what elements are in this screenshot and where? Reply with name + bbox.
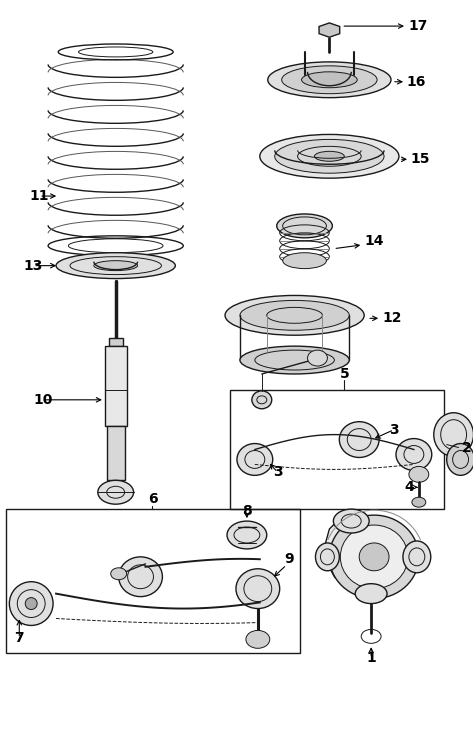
Ellipse shape [225, 295, 364, 335]
Ellipse shape [268, 62, 391, 98]
Ellipse shape [9, 582, 53, 625]
Ellipse shape [340, 525, 408, 588]
Bar [109, 338, 123, 346]
Text: 6: 6 [148, 492, 157, 506]
Text: 5: 5 [339, 367, 349, 381]
Text: 14: 14 [364, 234, 383, 248]
Polygon shape [319, 23, 340, 37]
Text: 3: 3 [273, 465, 283, 480]
Text: 10: 10 [34, 393, 53, 407]
Ellipse shape [252, 391, 272, 408]
Ellipse shape [240, 346, 349, 374]
Ellipse shape [339, 422, 379, 457]
Bar [6, 509, 300, 653]
Ellipse shape [277, 214, 332, 238]
Ellipse shape [237, 443, 273, 475]
Ellipse shape [227, 521, 267, 549]
Ellipse shape [56, 253, 175, 278]
Text: 11: 11 [29, 189, 49, 203]
Ellipse shape [355, 584, 387, 604]
Ellipse shape [283, 253, 327, 269]
Bar [107, 425, 125, 480]
Ellipse shape [359, 543, 389, 571]
Text: 13: 13 [24, 259, 43, 272]
Ellipse shape [403, 541, 431, 573]
Text: 16: 16 [407, 75, 426, 89]
Bar [230, 390, 444, 509]
Polygon shape [324, 519, 419, 593]
Ellipse shape [396, 439, 432, 471]
Ellipse shape [316, 543, 339, 571]
Text: 12: 12 [382, 312, 401, 326]
Ellipse shape [308, 350, 328, 366]
Ellipse shape [412, 497, 426, 507]
Ellipse shape [111, 568, 127, 579]
Text: 8: 8 [242, 504, 252, 518]
Ellipse shape [323, 26, 335, 34]
Ellipse shape [260, 135, 399, 178]
Bar [105, 346, 127, 425]
Ellipse shape [282, 66, 377, 94]
Ellipse shape [314, 152, 344, 161]
Ellipse shape [236, 569, 280, 608]
Ellipse shape [246, 630, 270, 648]
Ellipse shape [301, 72, 357, 88]
Ellipse shape [25, 598, 37, 610]
Ellipse shape [118, 557, 163, 596]
Text: 1: 1 [366, 651, 376, 665]
Ellipse shape [240, 300, 349, 330]
Ellipse shape [447, 443, 474, 475]
Text: 3: 3 [389, 423, 399, 437]
Ellipse shape [434, 413, 474, 457]
Text: 15: 15 [411, 152, 430, 166]
Ellipse shape [329, 515, 419, 599]
Ellipse shape [409, 466, 429, 482]
Text: 17: 17 [409, 19, 428, 33]
Text: 2: 2 [462, 440, 471, 454]
Ellipse shape [275, 139, 384, 173]
Ellipse shape [333, 509, 369, 533]
Text: 4: 4 [404, 480, 414, 494]
Text: 9: 9 [285, 552, 294, 566]
Ellipse shape [98, 480, 134, 504]
Text: 7: 7 [15, 631, 24, 645]
Ellipse shape [94, 260, 137, 271]
